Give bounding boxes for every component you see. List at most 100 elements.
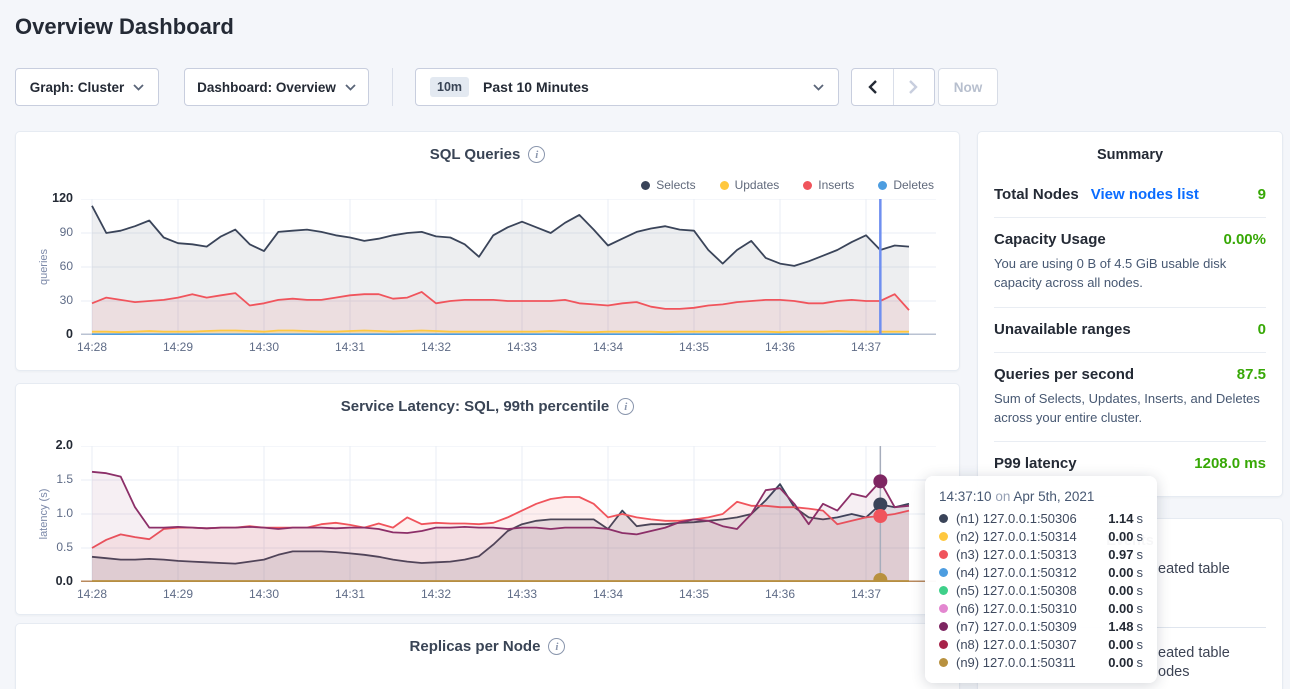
node-color-dot: [939, 621, 948, 631]
node-address: (n5) 127.0.0.1:50308: [956, 582, 1077, 598]
node-latency-value: 0.97 s: [1108, 546, 1143, 562]
legend-item-selects[interactable]: Selects: [641, 178, 696, 192]
sql-queries-card: SQL Queries i Selects Updates Inserts Delet…: [15, 131, 960, 371]
node-color-dot: [939, 603, 948, 613]
node-color-dot: [939, 531, 948, 541]
node-address: (n2) 127.0.0.1:50314: [956, 528, 1077, 544]
view-nodes-list-link[interactable]: View nodes list: [1090, 186, 1199, 203]
tooltip-conjunction: on: [995, 489, 1011, 504]
chart-legend: Selects Updates Inserts Deletes: [641, 178, 934, 192]
latency-unit: s: [1136, 510, 1144, 526]
sql-queries-chart[interactable]: [81, 199, 936, 335]
summary-value: 0.00%: [1223, 231, 1266, 248]
summary-row-unavailable-ranges: Unavailable ranges 0: [994, 306, 1266, 352]
time-range-dropdown[interactable]: 10m Past 10 Minutes: [415, 68, 839, 106]
series-area: [92, 471, 909, 582]
series-line: [91, 470, 910, 536]
now-button[interactable]: Now: [938, 68, 998, 106]
tooltip-time: 14:37:10: [939, 489, 992, 504]
chevron-down-icon: [345, 83, 356, 91]
x-tick-label: 14:30: [248, 587, 280, 601]
dashboard-selector-dropdown[interactable]: Dashboard: Overview: [184, 68, 369, 106]
service-latency-chart[interactable]: [81, 446, 936, 582]
prev-time-button[interactable]: [852, 69, 894, 105]
legend-color-dot: [641, 180, 651, 190]
time-nav-group: [851, 68, 935, 106]
dashboard-controls: Graph: Cluster Dashboard: Overview 10m P…: [15, 68, 1275, 106]
summary-row-capacity-usage: Capacity Usage 0.00% You are using 0 B o…: [994, 217, 1266, 307]
info-icon[interactable]: i: [548, 638, 566, 655]
legend-label: Inserts: [818, 178, 855, 192]
y-tick-label: 120: [52, 191, 73, 205]
summary-label: Unavailable ranges: [994, 320, 1131, 338]
tooltip-node-row: (n5) 127.0.0.1:50308 0.00 s: [939, 581, 1143, 599]
latency-unit: s: [1136, 600, 1144, 616]
node-color-dot: [939, 513, 948, 523]
graph-selector-label: Graph: Cluster: [29, 79, 125, 95]
x-axis-ticks: 14:28 14:29 14:30 14:31 14:32 14:33 14:34 14:35…: [77, 340, 936, 356]
y-tick-label: 30: [59, 293, 73, 307]
y-axis-ticks: 2.0 1.5 1.0 0.5 0.0: [29, 438, 73, 588]
legend-color-dot: [878, 180, 888, 190]
chart-title: SQL Queries: [429, 146, 521, 163]
x-tick-label: 14:28: [76, 587, 108, 601]
legend-color-dot: [803, 180, 813, 190]
chart-title: Replicas per Node: [409, 638, 541, 655]
summary-label: Queries per second: [994, 365, 1135, 383]
event-row-fragment: eated table: [1158, 645, 1230, 661]
chart-tooltip: 14:37:10 on Apr 5th, 2021 (n1) 127.0.0.1…: [925, 476, 1157, 683]
node-address: (n3) 127.0.0.1:50313: [956, 546, 1077, 562]
legend-item-inserts[interactable]: Inserts: [803, 178, 854, 192]
event-row-fragment: eated table: [1158, 561, 1230, 577]
x-tick-label: 14:32: [420, 340, 452, 354]
legend-item-updates[interactable]: Updates: [719, 178, 779, 192]
tooltip-timestamp: 14:37:10 on Apr 5th, 2021: [939, 489, 1143, 504]
node-address: (n4) 127.0.0.1:50312: [956, 564, 1077, 580]
tooltip-rows: (n1) 127.0.0.1:50306 1.14 s (n2) 127.0.0.1:…: [939, 509, 1143, 671]
info-icon[interactable]: i: [528, 146, 546, 163]
node-color-dot: [939, 657, 948, 667]
node-latency-value: 0.00 s: [1108, 600, 1144, 616]
charts-column: SQL Queries i Selects Updates Inserts Delet…: [15, 131, 960, 689]
node-latency-value: 0.00 s: [1108, 564, 1143, 580]
y-axis-unit-label: latency (s): [38, 488, 50, 540]
summary-row-p99-latency: P99 latency 1208.0 ms: [994, 441, 1266, 486]
tooltip-date: Apr 5th, 2021: [1013, 489, 1095, 504]
series-line: [92, 329, 909, 334]
summary-description: You are using 0 B of 4.5 GiB usable disk…: [994, 256, 1227, 290]
sql-queries-plot[interactable]: 120 90 60 30 0 14:28 14:29 14:30 14:31 14:32 14:3…: [38, 191, 936, 354]
tooltip-node-row: (n7) 127.0.0.1:50309 1.48 s: [939, 617, 1143, 635]
series-line: [91, 205, 910, 267]
graph-selector-dropdown[interactable]: Graph: Cluster: [15, 68, 159, 106]
summary-row-queries-per-second: Queries per second 87.5 Sum of Selects, …: [994, 351, 1266, 442]
tooltip-node-row: (n3) 127.0.0.1:50313 0.97 s: [939, 545, 1143, 563]
legend-color-dot: [719, 180, 729, 190]
series-area: [92, 291, 909, 335]
legend-item-deletes[interactable]: Deletes: [878, 178, 934, 192]
y-tick-label: 2.0: [55, 438, 73, 452]
x-tick-label: 14:33: [506, 340, 538, 354]
node-color-dot: [939, 549, 948, 559]
x-tick-label: 14:35: [678, 587, 710, 601]
info-icon[interactable]: i: [617, 398, 635, 415]
x-tick-label: 14:37: [850, 587, 882, 601]
y-axis-ticks: 120 90 60 30 0: [29, 191, 73, 341]
summary-value: 1208.0 ms: [1194, 455, 1266, 473]
hover-point-dot: [873, 509, 888, 524]
x-tick-label: 14:34: [592, 587, 624, 601]
x-tick-label: 14:29: [162, 340, 194, 354]
node-address: (n9) 127.0.0.1:50311: [956, 654, 1076, 670]
tooltip-node-row: (n1) 127.0.0.1:50306 1.14 s: [939, 509, 1143, 527]
service-latency-plot[interactable]: 2.0 1.5 1.0 0.5 0.0 14:28 14:29 14:30 14:31 14:3…: [38, 438, 936, 601]
node-address: (n6) 127.0.0.1:50310: [956, 600, 1077, 616]
service-latency-card: Service Latency: SQL, 99th percentile i …: [15, 383, 960, 615]
hover-point-dot: [873, 474, 888, 489]
latency-unit: s: [1136, 618, 1144, 634]
y-tick-label: 60: [59, 259, 73, 273]
tooltip-node-row: (n6) 127.0.0.1:50310 0.00 s: [939, 599, 1143, 617]
summary-row-total-nodes: Total Nodes View nodes list 9: [994, 173, 1266, 217]
latency-unit: s: [1136, 636, 1144, 652]
series-area: [92, 484, 909, 582]
next-time-button[interactable]: [894, 69, 935, 105]
node-latency-value: 0.00 s: [1108, 654, 1143, 670]
